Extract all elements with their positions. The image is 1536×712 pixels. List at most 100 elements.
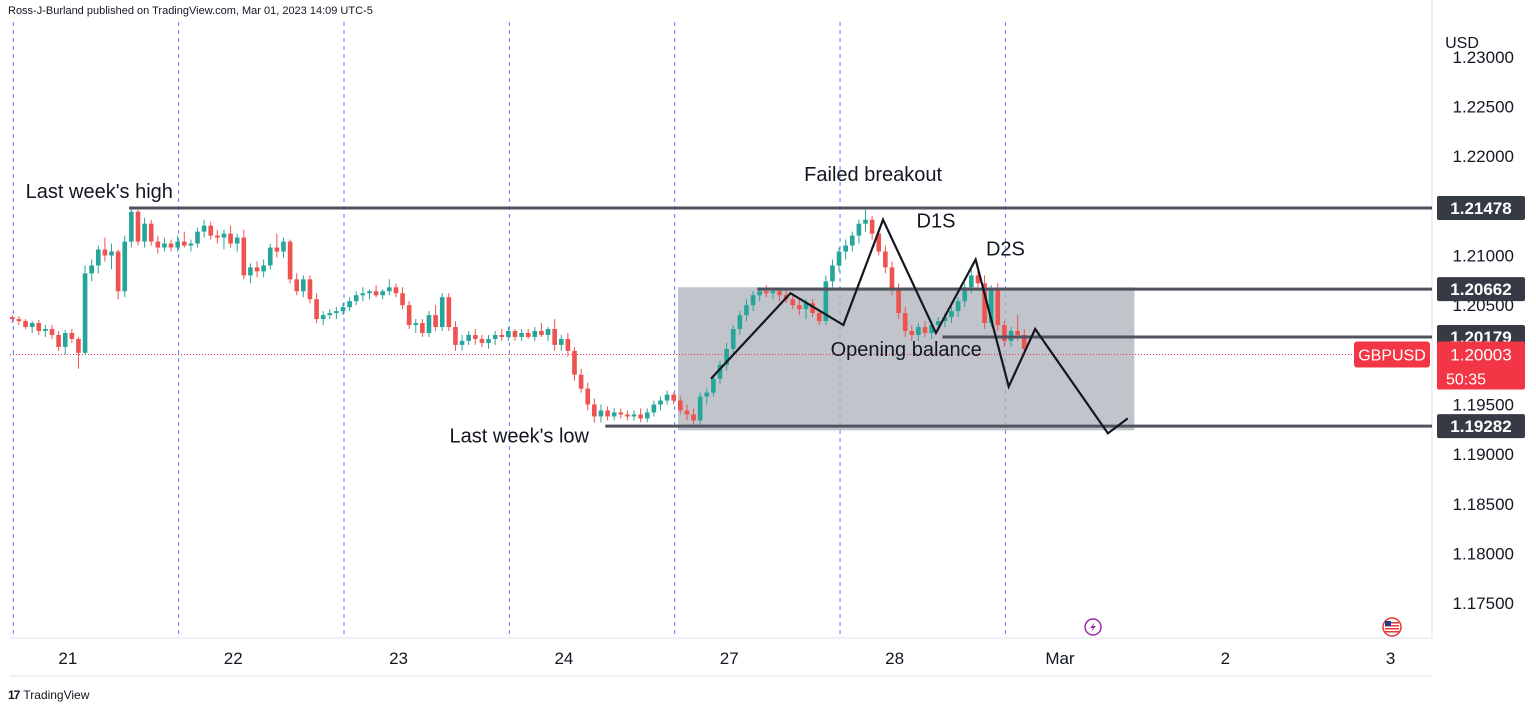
candle-body [301, 279, 306, 292]
candle-body [406, 305, 412, 326]
flag-stripe [1385, 625, 1399, 627]
price-tick-label: 1.18500 [1453, 495, 1514, 514]
candle-body [519, 332, 524, 337]
candle-body [763, 291, 769, 294]
candle-body [215, 235, 220, 238]
candle-body [512, 330, 518, 337]
candle-body [360, 293, 366, 296]
candle-body [347, 301, 352, 308]
time-tick-label: 3 [1386, 649, 1395, 668]
annotation-label: Last week's high [26, 181, 173, 203]
candle-body [532, 330, 538, 337]
candle-body [426, 315, 432, 333]
candle-body [109, 251, 114, 256]
candle-body [565, 338, 571, 351]
symbol-badge-bg [1354, 341, 1430, 368]
candle-body [439, 297, 445, 328]
candle-body [274, 247, 280, 252]
candle-body [254, 267, 260, 272]
candle-body [466, 334, 471, 341]
candle-body [836, 251, 842, 266]
candle-body [1015, 330, 1020, 335]
candle-body [697, 396, 703, 421]
candle-body [148, 223, 154, 242]
candle-body [625, 414, 630, 417]
price-badge-label: 1.20003 [1450, 346, 1511, 365]
annotation-label: Failed breakout [804, 164, 942, 186]
candle-body [539, 330, 544, 335]
candle-body [750, 295, 756, 306]
candle-body [261, 265, 266, 272]
candle-body [889, 267, 895, 290]
brand-footer[interactable]: 17 TradingView [8, 688, 89, 702]
candle-body [453, 327, 458, 345]
candle-body [770, 291, 776, 294]
candle-body [790, 299, 796, 306]
candle-body [294, 279, 300, 292]
candle-body [334, 311, 339, 314]
candle-body [856, 223, 862, 236]
flag-stripe [1385, 628, 1399, 630]
flag-stripe [1385, 631, 1399, 633]
us-flag-icon[interactable] [1382, 617, 1402, 637]
price-tick-label: 1.22000 [1453, 147, 1514, 166]
candle-body [10, 317, 15, 320]
candle-body [56, 334, 61, 347]
candle-body [922, 327, 928, 333]
candle-body [757, 291, 763, 296]
candle-body [658, 400, 663, 405]
candle-body [168, 243, 174, 248]
candle-body [29, 323, 35, 328]
currency-label: USD [1445, 35, 1479, 52]
candle-body [638, 414, 643, 419]
candle-body [929, 325, 934, 333]
scenario-path-line [710, 216, 1129, 435]
candle-body [353, 295, 359, 302]
candle-body [433, 315, 438, 328]
candle-body [678, 400, 683, 411]
candle-body [876, 233, 882, 252]
candle-body [810, 303, 815, 314]
tradingview-logo-icon: 17 [8, 688, 20, 702]
candle-body [62, 332, 68, 347]
candle-body [711, 378, 716, 393]
candle-body [704, 392, 710, 397]
candle-body [962, 287, 968, 302]
candle-body [988, 289, 994, 324]
candle-body [995, 289, 1001, 326]
candle-body [724, 348, 729, 365]
time-tick-label: 24 [554, 649, 573, 668]
price-tick-label: 1.19500 [1453, 396, 1514, 415]
candle-body [234, 237, 240, 244]
candles-group [10, 207, 1027, 427]
candle-body [618, 412, 624, 415]
candle-body [902, 313, 908, 331]
candle-body [1002, 325, 1007, 341]
candle-body [95, 249, 101, 266]
candle-body [327, 313, 333, 316]
candle-body [737, 315, 743, 330]
candle-body [909, 330, 915, 335]
candle-body [175, 241, 180, 248]
candle-body [208, 225, 214, 236]
candle-body [380, 291, 386, 296]
candle-body [863, 219, 868, 224]
candle-body [578, 374, 584, 389]
lightning-icon[interactable] [1084, 618, 1102, 636]
price-tick-label: 1.22500 [1453, 97, 1514, 116]
candle-body [949, 311, 954, 318]
level-price-badge: 1.19282 [1437, 414, 1525, 439]
current-price-badge[interactable]: GBPUSD 1.20003 50:35 [1354, 341, 1525, 390]
candle-body [241, 237, 247, 276]
candle-body [89, 265, 94, 274]
symbol-badge-label: GBPUSD [1358, 348, 1426, 365]
opening-balance-label: Opening balance [831, 339, 982, 361]
level-price-badge: 1.20662 [1437, 277, 1525, 302]
candle-body [644, 412, 650, 419]
time-tick-label: 28 [885, 649, 904, 668]
candle-body [267, 247, 273, 266]
candle-body [572, 350, 577, 375]
candle-body [777, 291, 782, 296]
candle-body [843, 245, 848, 252]
